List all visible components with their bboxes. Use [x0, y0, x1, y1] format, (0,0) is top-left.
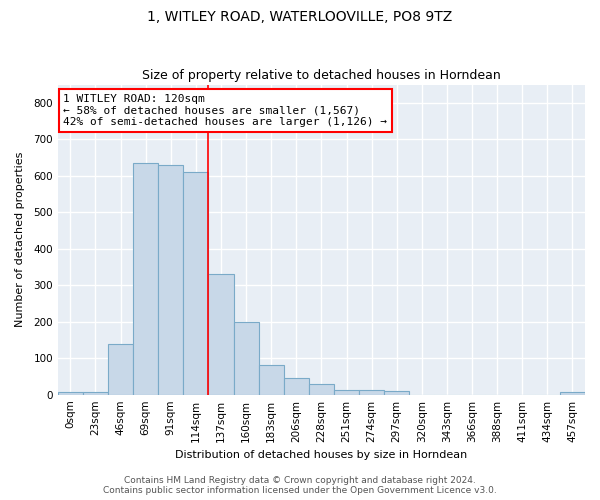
- Bar: [359, 390, 384, 394]
- Bar: [284, 378, 309, 394]
- Bar: [259, 365, 284, 394]
- X-axis label: Distribution of detached houses by size in Horndean: Distribution of detached houses by size …: [175, 450, 467, 460]
- Bar: [334, 390, 359, 394]
- Text: 1, WITLEY ROAD, WATERLOOVILLE, PO8 9TZ: 1, WITLEY ROAD, WATERLOOVILLE, PO8 9TZ: [148, 10, 452, 24]
- Bar: [184, 172, 208, 394]
- Bar: [133, 163, 158, 394]
- Bar: [58, 392, 83, 394]
- Bar: [208, 274, 233, 394]
- Title: Size of property relative to detached houses in Horndean: Size of property relative to detached ho…: [142, 69, 501, 82]
- Text: Contains HM Land Registry data © Crown copyright and database right 2024.
Contai: Contains HM Land Registry data © Crown c…: [103, 476, 497, 495]
- Bar: [560, 392, 585, 394]
- Bar: [384, 391, 409, 394]
- Bar: [83, 392, 108, 394]
- Bar: [108, 344, 133, 394]
- Bar: [158, 165, 184, 394]
- Text: 1 WITLEY ROAD: 120sqm
← 58% of detached houses are smaller (1,567)
42% of semi-d: 1 WITLEY ROAD: 120sqm ← 58% of detached …: [63, 94, 387, 127]
- Bar: [309, 384, 334, 394]
- Bar: [233, 322, 259, 394]
- Y-axis label: Number of detached properties: Number of detached properties: [15, 152, 25, 328]
